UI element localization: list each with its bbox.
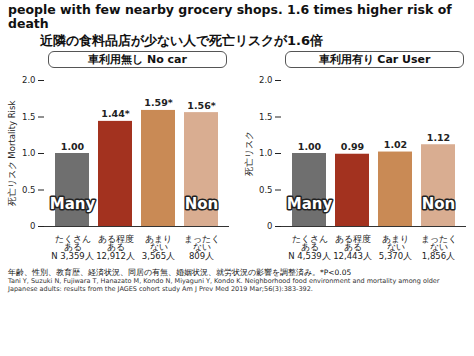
html-text:近隣の食料品店が少ない人で死亡リスクが1.6倍: 近隣の食料品店が少ない人で死亡リスクが1.6倍	[40, 33, 323, 48]
svg-text:まったくない809人: まったくない809人	[184, 234, 220, 261]
svg-text:0: 0	[30, 221, 35, 231]
svg-text:2.0: 2.0	[259, 75, 273, 85]
html-text:年齢、性別、教育歴、経済状況、同居の有無、婚姻状況、就労状況: 年齢、性別、教育歴、経済状況、同居の有無、婚姻状況、就労状況の影響を調整済み。*…	[8, 268, 352, 277]
svg-text:あまりない3,565人: あまりない3,565人	[142, 234, 175, 261]
svg-text:2.0: 2.0	[22, 75, 36, 85]
svg-text:まったくない1,856人: まったくない1,856人	[421, 234, 457, 261]
svg-text:死亡リスク Mortality Risk: 死亡リスク Mortality Risk	[7, 101, 17, 207]
svg-text:あまりない5,370人: あまりない5,370人	[379, 234, 412, 261]
svg-text:1.00: 1.00	[298, 141, 322, 152]
html-text:Tani Y, Suzuki N, Fujiwara T,: Tani Y, Suzuki N, Fujiwara T, Hanazato M…	[8, 277, 440, 293]
html-text:車利用無し No car: 車利用無し No car	[88, 53, 187, 66]
svg-text:死亡リスク: 死亡リスク	[244, 131, 254, 176]
svg-text:ある程度ある12,912人: ある程度ある12,912人	[96, 234, 135, 261]
svg-text:Many: Many	[287, 195, 333, 213]
svg-text:1.0: 1.0	[22, 148, 36, 158]
svg-text:1.02: 1.02	[384, 139, 407, 150]
svg-text:0.99: 0.99	[341, 141, 364, 152]
svg-text:1.12: 1.12	[427, 132, 450, 143]
svg-text:0.5: 0.5	[22, 185, 36, 195]
svg-text:1.5: 1.5	[259, 112, 273, 122]
svg-text:Non: Non	[185, 195, 219, 213]
svg-text:1.56*: 1.56*	[187, 100, 215, 111]
svg-text:Many: Many	[50, 195, 96, 213]
html-text:車利用有り Car User: 車利用有り Car User	[318, 53, 431, 66]
svg-text:1.0: 1.0	[259, 148, 273, 158]
svg-text:0: 0	[267, 221, 272, 231]
svg-text:0.5: 0.5	[259, 185, 273, 195]
svg-text:たくさんあるN 3,359人: たくさんあるN 3,359人	[51, 234, 93, 261]
svg-text:Non: Non	[422, 195, 456, 213]
html-text:people with few nearby grocery: people with few nearby grocery shops. 1.…	[8, 2, 452, 31]
svg-text:1.44*: 1.44*	[101, 108, 129, 119]
svg-text:ある程度ある12,443人: ある程度ある12,443人	[333, 234, 372, 261]
svg-text:たくさんあるN 4,539人: たくさんあるN 4,539人	[288, 234, 330, 261]
svg-text:1.00: 1.00	[61, 141, 85, 152]
svg-text:1.59*: 1.59*	[144, 97, 172, 108]
svg-text:1.5: 1.5	[22, 112, 36, 122]
